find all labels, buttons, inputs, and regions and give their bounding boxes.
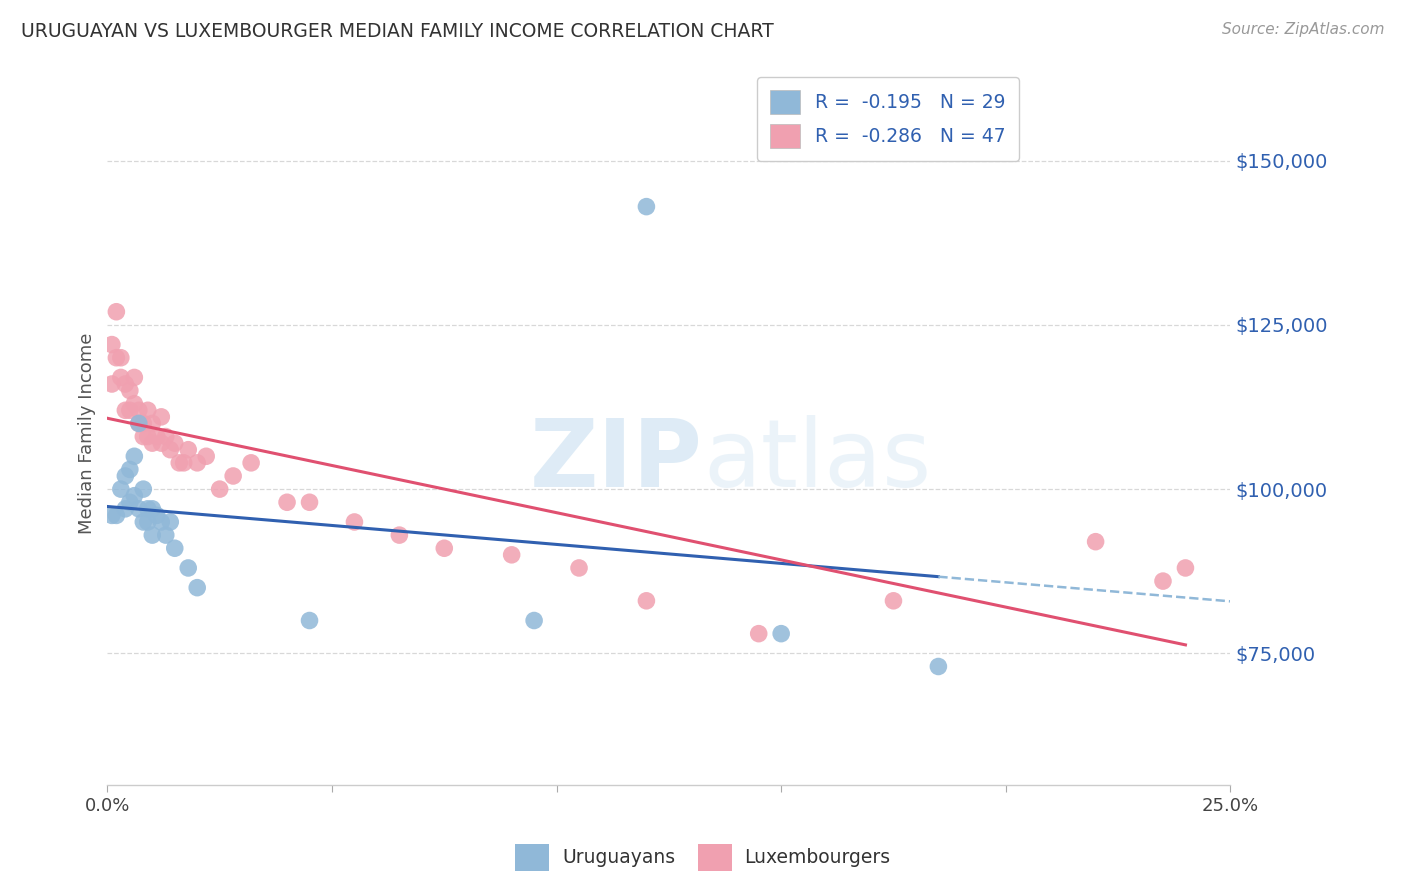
Point [110, 351, 132, 365]
Point [882, 594, 904, 608]
Point [105, 508, 128, 523]
Point [128, 501, 150, 516]
Point [1152, 574, 1174, 588]
Point [132, 482, 155, 496]
Point [118, 403, 141, 417]
Point [159, 515, 181, 529]
Text: Source: ZipAtlas.com: Source: ZipAtlas.com [1222, 22, 1385, 37]
Point [110, 482, 132, 496]
Point [110, 370, 132, 384]
Y-axis label: Median Family Income: Median Family Income [79, 333, 96, 534]
Point [118, 384, 141, 398]
Point [163, 541, 186, 556]
Point [177, 561, 200, 575]
Point [141, 417, 163, 431]
Point [240, 456, 263, 470]
Point [276, 495, 298, 509]
Point [155, 429, 177, 443]
Point [136, 501, 159, 516]
Point [132, 515, 155, 529]
Text: atlas: atlas [703, 416, 932, 508]
Point [298, 495, 321, 509]
Point [141, 528, 163, 542]
Point [132, 417, 155, 431]
Point [141, 501, 163, 516]
Point [770, 626, 793, 640]
Point [173, 456, 195, 470]
Point [105, 351, 128, 365]
Point [114, 403, 136, 417]
Point [124, 450, 146, 464]
Point [128, 403, 150, 417]
Point [195, 450, 218, 464]
Point [748, 626, 770, 640]
Point [388, 528, 411, 542]
Point [208, 482, 231, 496]
Point [136, 515, 159, 529]
Point [118, 462, 141, 476]
Point [159, 442, 181, 457]
Point [124, 397, 146, 411]
Point [523, 614, 546, 628]
Point [150, 436, 173, 450]
Point [222, 469, 245, 483]
Point [124, 370, 146, 384]
Point [105, 304, 128, 318]
Legend: Uruguayans, Luxembourgers: Uruguayans, Luxembourgers [508, 837, 898, 878]
Point [568, 561, 591, 575]
Point [927, 659, 949, 673]
Point [132, 429, 155, 443]
Point [433, 541, 456, 556]
Point [1174, 561, 1197, 575]
Point [124, 489, 146, 503]
Point [101, 376, 124, 391]
Point [1084, 534, 1107, 549]
Point [114, 501, 136, 516]
Point [141, 436, 163, 450]
Point [118, 495, 141, 509]
Point [186, 456, 208, 470]
Point [146, 429, 169, 443]
Point [298, 614, 321, 628]
Point [186, 581, 208, 595]
Text: URUGUAYAN VS LUXEMBOURGER MEDIAN FAMILY INCOME CORRELATION CHART: URUGUAYAN VS LUXEMBOURGER MEDIAN FAMILY … [21, 22, 773, 41]
Point [150, 409, 173, 424]
Point [501, 548, 523, 562]
Point [128, 417, 150, 431]
Point [155, 528, 177, 542]
Point [636, 594, 658, 608]
Text: ZIP: ZIP [530, 416, 703, 508]
Point [167, 456, 190, 470]
Point [150, 515, 173, 529]
Point [136, 403, 159, 417]
Point [177, 442, 200, 457]
Point [636, 200, 658, 214]
Point [101, 508, 124, 523]
Point [128, 417, 150, 431]
Point [101, 337, 124, 351]
Point [114, 469, 136, 483]
Point [343, 515, 366, 529]
Legend: R =  -0.195   N = 29, R =  -0.286   N = 47: R = -0.195 N = 29, R = -0.286 N = 47 [756, 77, 1019, 161]
Point [114, 376, 136, 391]
Point [146, 508, 169, 523]
Point [136, 429, 159, 443]
Point [163, 436, 186, 450]
